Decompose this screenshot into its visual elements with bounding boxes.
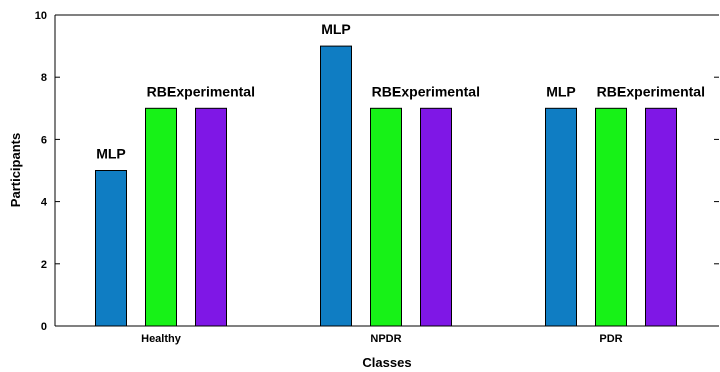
bar-label-mlp-pdr: MLP bbox=[546, 83, 576, 99]
bar-label-mlp-healthy: MLP bbox=[96, 146, 126, 162]
bar-rbf-healthy bbox=[145, 107, 177, 327]
y-tick-label: 6 bbox=[41, 134, 47, 146]
bar-mlp-npdr bbox=[320, 45, 352, 327]
y-axis-ticks: 0 2 4 6 8 10 bbox=[35, 10, 719, 333]
bar-label-rbf-healthy: RBF bbox=[147, 83, 176, 99]
bar-label-experimental-healthy: Experimental bbox=[167, 83, 255, 99]
x-axis-ticks: Healthy NPDR PDR bbox=[141, 321, 623, 345]
bar-series bbox=[95, 45, 677, 327]
bar-mlp-pdr bbox=[545, 107, 577, 327]
x-tick-label-pdr: PDR bbox=[599, 333, 622, 345]
y-tick-label: 0 bbox=[41, 321, 47, 333]
y-tick-label: 4 bbox=[41, 197, 48, 209]
x-axis-label: Classes bbox=[362, 355, 411, 370]
bar-label-rbf-npdr: RBF bbox=[372, 83, 401, 99]
x-tick-label-npdr: NPDR bbox=[370, 333, 401, 345]
bar-rbf-pdr bbox=[595, 107, 627, 327]
bar-experimental-pdr bbox=[645, 107, 677, 327]
y-axis-label: Participants bbox=[8, 133, 23, 207]
y-tick-label: 10 bbox=[35, 10, 47, 22]
bar-label-rbf-pdr: RBF bbox=[597, 83, 626, 99]
bar-experimental-healthy bbox=[195, 107, 227, 327]
bar-rbf-npdr bbox=[370, 107, 402, 327]
bar-label-experimental-npdr: Experimental bbox=[392, 83, 480, 99]
bar-label-mlp-npdr: MLP bbox=[321, 21, 351, 37]
bar-experimental-npdr bbox=[420, 107, 452, 327]
y-tick-label: 2 bbox=[41, 259, 47, 271]
bar-label-experimental-pdr: Experimental bbox=[617, 83, 705, 99]
x-tick-label-healthy: Healthy bbox=[141, 333, 182, 345]
y-tick-label: 8 bbox=[41, 72, 47, 84]
bar-mlp-healthy bbox=[95, 170, 127, 327]
